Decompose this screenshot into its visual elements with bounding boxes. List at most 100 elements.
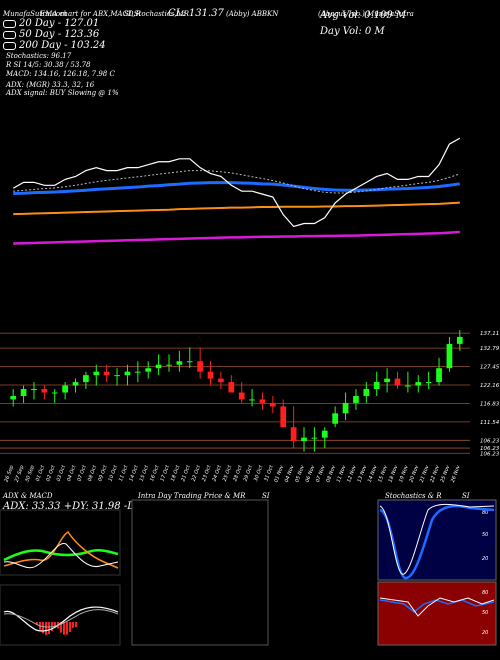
candle-body [41,389,48,393]
date-tick-label: 18 Oct [170,464,182,483]
rsi-line [379,599,495,613]
price-tick-label: 127.45 [480,365,500,371]
candle-body [425,382,432,384]
candle-body [103,371,110,376]
adx-value: ADX: (MGR) 33.3, 32, 16 [6,81,95,89]
date-tick-label: 10 Oct [108,464,120,483]
price-tick-label: 116.83 [480,402,500,408]
date-tick-label: 21 Oct [180,464,192,483]
candle-body [31,389,37,391]
ema50-line [13,181,461,196]
ema-lower-line [13,230,460,245]
candle-body [415,382,422,386]
price-tick-label: 122.16 [480,383,500,389]
macd-panel [0,584,121,646]
ema50-legend: 50 Day - 123.36 [3,29,99,40]
macd-signal-line [3,609,119,628]
date-tick-label: 15 Oct [139,464,151,483]
price-tick-label: 106.23 [480,438,500,444]
adx-minus-line [3,543,119,569]
candle-body [290,427,297,442]
macd-histogram-bar [75,622,77,628]
indicators-label: EMA chart for ABX,MACD,R [40,10,141,18]
price-tick-label: 106.23 [480,446,500,452]
date-tick-label: 28 Oct [232,464,244,483]
ema200-line [13,201,460,216]
date-tick-label: 01 Oct [35,464,47,483]
date-tick-label: 31 Oct [263,464,275,483]
rsi-value: R SI 14/5: 30.38 / 53.78 [6,61,91,69]
company: (Abacus Inc.) MunafaSutra [318,10,414,18]
candle-body [301,437,307,442]
stochastics-si-label: SI [462,492,470,500]
stochastic-line [379,504,495,580]
candle-body [456,336,463,344]
stochastic-label: SI,Stochastics,MR [124,10,190,18]
candle-body [218,378,224,383]
macd-value: MACD: 134.16, 126.18, 7.98 C [6,70,115,78]
ema200-legend: 200 Day - 103.24 [3,40,106,51]
candle-body [405,385,411,387]
candle-body [114,375,120,377]
stochastics-value: Stochastics: 96.17 [6,52,72,60]
candle-body [228,382,235,393]
candle-body [259,399,266,403]
intraday-panel [131,499,269,646]
date-tick-label: 03 Oct [56,464,68,483]
avg-volume: Avg Vol: 0.109 M [320,10,407,21]
date-tick-label: 14 Oct [128,464,140,483]
date-tick-label: 30 Oct [253,464,265,483]
stochastics-panel-title: Stochastics & R [385,492,442,500]
price-chart: 137.11 132.79 127.45 122.16 116.83 111.54 106.… [0,137,500,483]
macd-histogram-bar [60,622,62,633]
rsi-signal-line [379,597,495,617]
candle-body [394,378,401,386]
intraday-title: Intra Day Trading Price & MR [138,492,246,500]
date-tick-label: 08 Oct [87,464,99,483]
symbol: (Abby) ABBKN [226,10,279,18]
candle-body [207,371,214,379]
candle-body [166,364,172,366]
candle-body [238,392,245,400]
candle-body [384,378,390,383]
candle-body [446,343,453,369]
candle-body [20,389,27,396]
candle-body [332,413,339,424]
adx-macd-title: ADX & MACD [3,492,53,500]
date-tick-label: 16 Oct [149,464,161,483]
candle-body [145,368,152,372]
candle-body [280,406,287,428]
candle-body [342,402,349,414]
rsi-panel [377,581,497,646]
adx-plus-line [3,549,119,562]
candle-body [353,395,359,403]
date-tick-label: 30 Sep [24,465,36,483]
candle-body [155,364,162,369]
date-tick-label: 07 Oct [76,464,88,483]
date-tick-label: 23 Oct [201,464,213,483]
candle-body [197,361,204,372]
candle-body [249,399,255,401]
candle-body [363,389,370,396]
candle-body [51,392,58,394]
candle-body [269,402,276,407]
close-price: CL: 131.37 [168,8,224,19]
candle-body [72,382,79,386]
intraday-si-label: SI [262,492,270,500]
macd-histogram-bar [42,622,44,634]
candle-body [83,375,89,383]
macd-histogram-bar [54,622,56,627]
date-tick-label: 17 Oct [160,464,172,483]
date-tick-label: 29 Oct [243,464,255,483]
price-tick-label: 137.11 [480,331,499,337]
price-tick-label: 111.54 [480,420,500,426]
stochastics-tick: 20 [482,556,488,562]
candle-body [124,371,131,376]
macd-histogram-bar [72,622,74,628]
chart-id: MunafaSutra.com [3,10,67,18]
macd-histogram-bar [63,622,65,635]
day-volume: Day Vol: 0 M [320,26,385,37]
adx-signal: ADX signal: BUY Slowing @ 1% [6,89,119,97]
date-tick-label: 11 Oct [118,464,130,483]
